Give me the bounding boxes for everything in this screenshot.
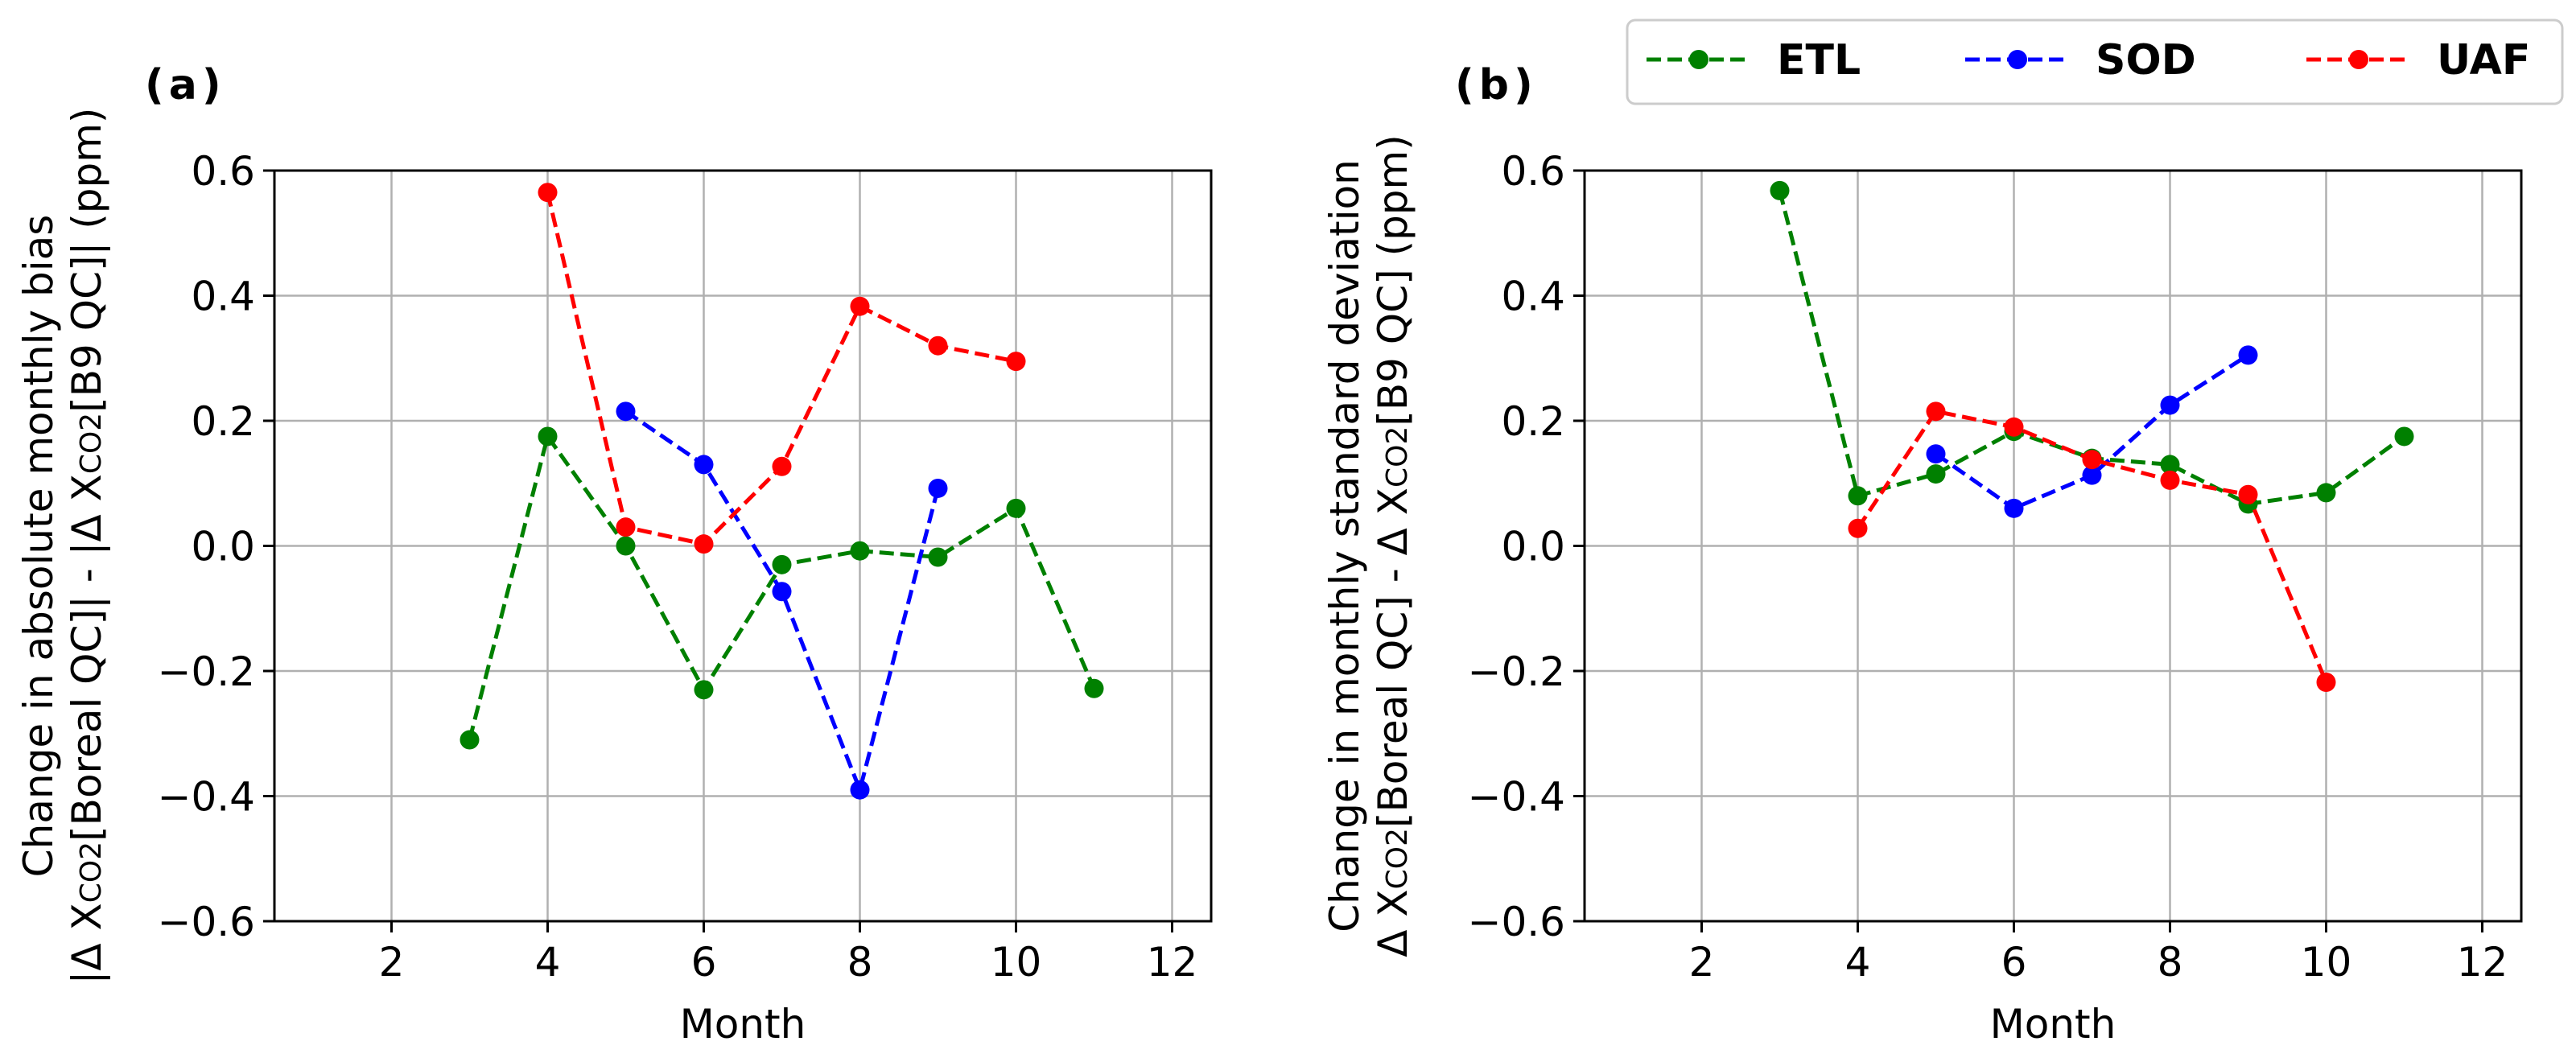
data-point-uaf: [850, 296, 870, 316]
data-point-uaf: [2004, 417, 2024, 437]
x-tick-label: 12: [2457, 939, 2508, 986]
data-point-etl: [2160, 455, 2180, 475]
x-tick-label: 6: [2001, 939, 2027, 986]
x-tick-label: 10: [991, 939, 1042, 986]
x-axis-label: Month: [1990, 1001, 2116, 1048]
data-point-sod: [694, 455, 714, 475]
y-tick-label: 0.2: [1501, 398, 1565, 445]
y-tick-label: −0.6: [158, 899, 255, 945]
data-point-uaf: [538, 183, 558, 203]
data-point-uaf: [2316, 672, 2336, 692]
legend-label-etl: ETL: [1777, 36, 1861, 84]
y-tick-label: 0.6: [1501, 148, 1565, 195]
data-point-uaf: [1848, 518, 1868, 538]
data-point-etl: [850, 541, 870, 561]
y-tick-label: 0.4: [1501, 274, 1565, 320]
label-text: |Δ X: [64, 903, 110, 984]
x-axis-label: Month: [680, 1001, 806, 1048]
y-tick-label: 0.2: [191, 398, 255, 445]
data-point-uaf: [1926, 401, 1946, 422]
legend-marker-sod: [2008, 50, 2027, 69]
data-point-sod: [2160, 395, 2180, 415]
x-tick-label: 4: [1845, 939, 1871, 986]
y-tick-label: −0.6: [1468, 899, 1565, 945]
legend-box: [1626, 19, 2564, 105]
data-point-sod: [2004, 498, 2024, 518]
y-tick-label: −0.4: [1468, 774, 1565, 821]
data-point-uaf: [2082, 450, 2102, 470]
x-tick-label: 8: [847, 939, 873, 986]
data-point-etl: [694, 680, 714, 700]
data-point-sod: [850, 780, 870, 800]
y-tick-label: 0.0: [191, 524, 255, 570]
subscript-text: CO2: [1381, 828, 1414, 889]
data-point-etl: [1006, 498, 1026, 518]
data-point-etl: [2394, 426, 2414, 447]
series-line-sod: [1935, 353, 2249, 511]
x-tick-label: 8: [2158, 939, 2183, 986]
data-point-sod: [2238, 345, 2258, 365]
subscript-text: CO2: [1381, 426, 1414, 488]
legend-label-sod: SOD: [2096, 36, 2196, 84]
x-tick-label: 2: [379, 939, 405, 986]
subscript-text: CO2: [75, 413, 108, 474]
subscript-text: CO2: [75, 842, 108, 903]
x-tick-label: 4: [535, 939, 561, 986]
plot-frame: [273, 169, 1213, 923]
data-point-etl: [1770, 180, 1790, 200]
data-point-etl: [1848, 486, 1868, 506]
y-tick-label: 0.4: [191, 274, 255, 320]
data-point-etl: [1084, 678, 1104, 698]
data-point-uaf: [928, 335, 948, 356]
data-point-uaf: [772, 456, 792, 476]
label-text: [B9 QC]| (ppm): [64, 108, 110, 413]
legend: ETL SOD UAF: [1626, 19, 2564, 105]
data-point-sod: [616, 401, 636, 422]
panel-label: (b): [1455, 61, 1538, 109]
data-point-etl: [1926, 464, 1946, 484]
y-axis-label-line2: Δ XCO2[Boreal QC] - Δ XCO2[B9 QC] (ppm): [1370, 134, 1416, 957]
data-point-sod: [928, 478, 948, 498]
y-axis-label-line1: Change in monthly standard deviation: [1321, 159, 1368, 932]
legend-marker-etl: [1689, 50, 1708, 69]
x-tick-label: 10: [2301, 939, 2352, 986]
label-text: [B9 QC] (ppm): [1370, 134, 1416, 426]
x-tick-label: 12: [1147, 939, 1198, 986]
data-point-etl: [2316, 483, 2336, 503]
y-tick-label: 0.0: [1501, 524, 1565, 570]
label-text: Δ X: [1370, 889, 1416, 957]
chart-panel-a: 2 4 6 8 10 12 −0.6 −0.4 −0.2 0.0 0.2 0.4 0.6 Month Cha…: [15, 61, 1213, 1048]
legend-marker-uaf: [2349, 50, 2368, 69]
x-tick-label: 2: [1689, 939, 1715, 986]
data-point-sod: [772, 582, 792, 602]
data-point-etl: [616, 536, 636, 556]
y-tick-label: −0.4: [158, 774, 255, 821]
data-point-sod: [1926, 444, 1946, 464]
data-point-uaf: [2160, 470, 2180, 490]
y-axis-label-line2: |Δ XCO2[Boreal QC]| - |Δ XCO2[B9 QC]| (p…: [64, 108, 110, 985]
data-point-sod: [2082, 465, 2102, 485]
x-tick-label: 6: [691, 939, 717, 986]
y-tick-label: −0.2: [1468, 648, 1565, 695]
data-point-uaf: [616, 517, 636, 537]
data-point-etl: [538, 426, 558, 447]
label-text: [Boreal QC]| - |Δ X: [64, 474, 110, 842]
label-text: [Boreal QC] - Δ X: [1370, 488, 1416, 828]
y-tick-label: 0.6: [191, 148, 255, 195]
data-point-etl: [772, 554, 792, 574]
y-tick-label: −0.2: [158, 648, 255, 695]
data-point-etl: [460, 730, 480, 750]
y-axis-label-line1: Change in absolute monthly bias: [15, 215, 62, 878]
data-point-etl: [928, 547, 948, 567]
legend-label-uaf: UAF: [2437, 36, 2530, 84]
data-point-uaf: [694, 534, 714, 554]
data-point-uaf: [1006, 352, 1026, 372]
data-point-uaf: [2238, 484, 2258, 504]
panel-label: (a): [145, 61, 226, 109]
plot-frame: [1583, 169, 2523, 923]
chart-panel-b: 2 4 6 8 10 12 −0.6 −0.4 −0.2 0.0 0.2 0.4 0.6 Month Cha…: [1321, 61, 2523, 1048]
